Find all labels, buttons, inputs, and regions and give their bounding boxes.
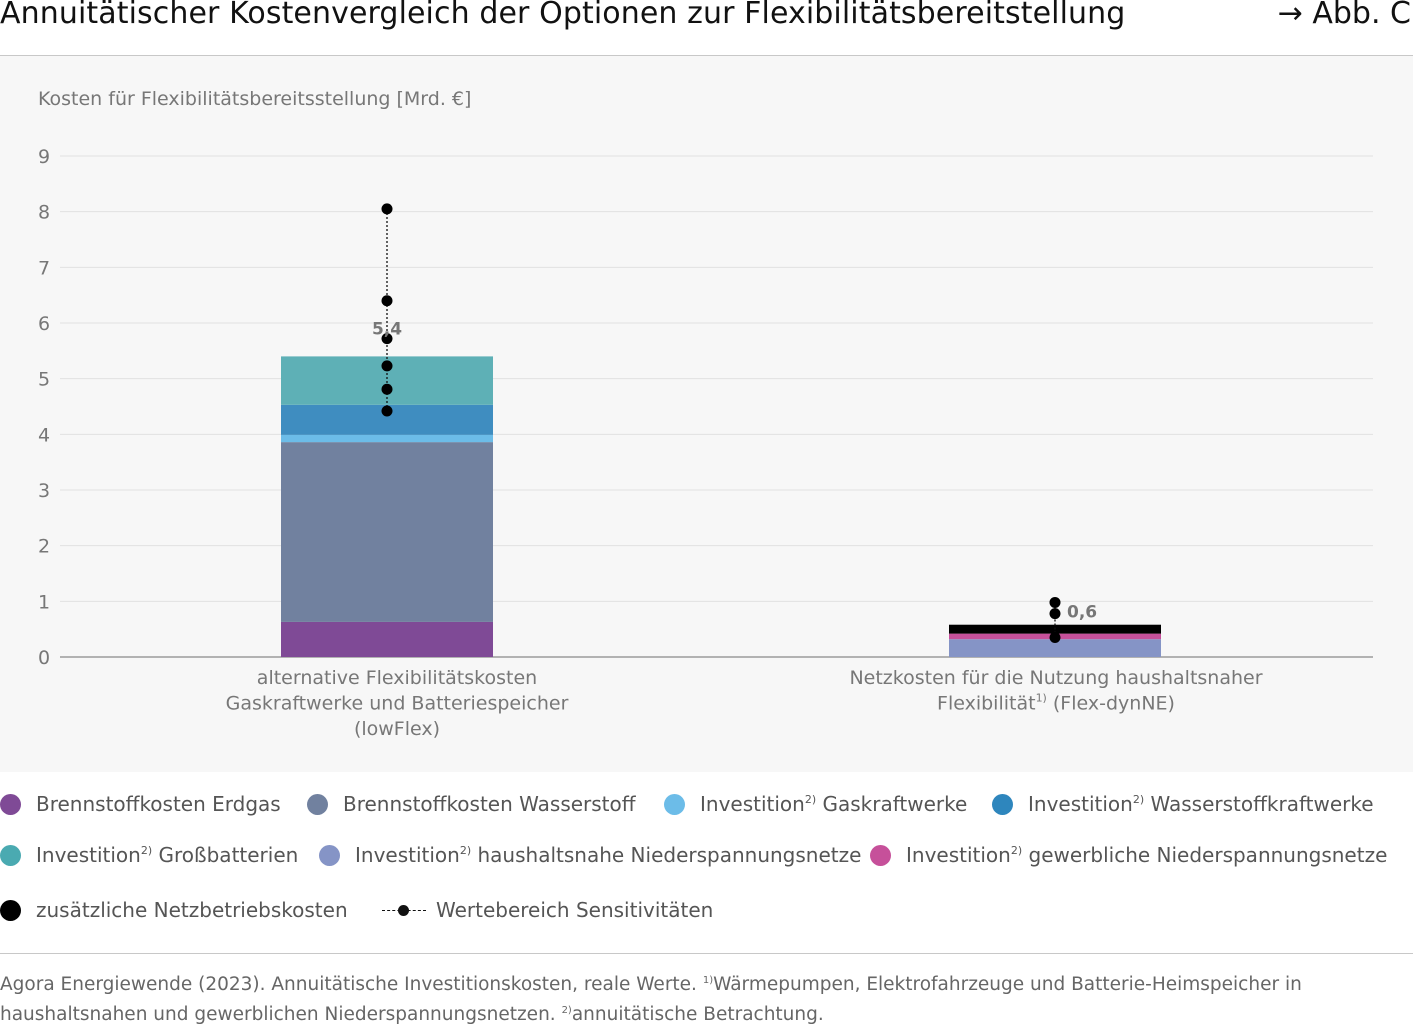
category-labels: alternative Flexibilitätskosten Gaskraftw…: [226, 667, 1263, 740]
y-tick-labels: 0 1 2 3 4 5 6 7 8 9: [38, 146, 50, 669]
bar-segment: [949, 639, 1161, 657]
chart-title: Annuitätischer Kostenvergleich der Optio…: [0, 0, 1126, 31]
legend-label: Investition2) Großbatterien: [36, 843, 299, 867]
sensitivity-ranges: [381, 203, 1061, 644]
sensitivity-point: [381, 383, 393, 395]
y-tick-label: 9: [38, 146, 50, 168]
y-axis-label: Kosten für Flexibilitätsbereitsstellung …: [38, 88, 471, 110]
footnote-1-text: Wärmepumpen, Elektrofahrzeuge und Batter…: [0, 974, 1302, 1025]
bars: [281, 356, 1161, 657]
total-labels: 5,4 0,6: [372, 320, 1097, 623]
sensitivity-point: [381, 405, 393, 417]
legend-swatch: [870, 844, 891, 866]
legend-item-sensitivity: Wertebereich Sensitivitäten: [382, 898, 713, 922]
legend-item: Investition2) Großbatterien: [0, 843, 298, 867]
legend-label: Investition2) Gaskraftwerke: [700, 792, 968, 816]
legend-swatch: [0, 793, 21, 815]
legend-label: Brennstoffkosten Erdgas: [36, 792, 281, 816]
y-tick-label: 7: [38, 257, 50, 279]
sensitivity-point: [381, 360, 393, 372]
legend-swatch: [0, 899, 21, 921]
total-value-label: 0,6: [1067, 603, 1097, 623]
sensitivity-point: [1049, 596, 1061, 608]
source-footnote: Agora Energiewende (2023). Annuitätische…: [0, 968, 1400, 1028]
legend-swatch: [319, 844, 340, 866]
legend-item: Brennstoffkosten Erdgas: [0, 792, 281, 816]
legend-label: Wertebereich Sensitivitäten: [436, 898, 714, 922]
sensitivity-point: [381, 333, 393, 345]
footnote-marker-1: 1): [702, 975, 714, 986]
legend-label: Investition2) gewerbliche Niederspannung…: [906, 843, 1388, 867]
legend-label: Investition2) Wasserstoffkraftwerke: [1028, 792, 1374, 816]
bar-segment: [281, 434, 493, 443]
y-tick-label: 2: [38, 536, 50, 558]
plot-background: [0, 56, 1413, 772]
gridlines: [60, 155, 1373, 658]
legend-item: Investition2) Gaskraftwerke: [664, 792, 967, 816]
y-tick-label: 4: [38, 424, 50, 446]
bar-segment: [281, 621, 493, 657]
total-value-label: 5,4: [372, 320, 402, 340]
figure-reference-link[interactable]: → Abb. C: [1277, 0, 1411, 31]
footnote-marker-2: 2): [561, 1005, 572, 1016]
footnote-2-text: annuitätische Betrachtung.: [571, 1004, 824, 1025]
legend: Brennstoffkosten Erdgas Brennstoffkosten …: [0, 790, 1413, 940]
footnote-source: Agora Energiewende (2023). Annuitätische…: [0, 974, 703, 995]
stacked-bar-chart: Kosten für Flexibilitätsbereitsstellung …: [38, 88, 1373, 740]
legend-label: Investition2) haushaltsnahe Niederspannu…: [355, 843, 862, 867]
y-tick-label: 1: [38, 591, 50, 613]
legend-label: Brennstoffkosten Wasserstoff: [343, 792, 636, 816]
category-label-line: Gaskraftwerke und Batteriespeicher: [226, 693, 569, 715]
legend-item: Investition2) gewerbliche Niederspannung…: [870, 843, 1387, 867]
sensitivity-point: [1049, 632, 1061, 644]
category-label-line: alternative Flexibilitätskosten: [257, 667, 537, 689]
sensitivity-point: [381, 203, 393, 215]
y-tick-label: 5: [38, 369, 50, 391]
legend-swatch: [664, 793, 685, 815]
legend-swatch: [0, 844, 21, 866]
y-tick-label: 0: [38, 647, 50, 669]
legend-item: Brennstoffkosten Wasserstoff: [307, 792, 636, 816]
legend-label: zusätzliche Netzbetriebskosten: [36, 898, 348, 922]
sensitivity-point: [1049, 608, 1061, 620]
category-label-line: (lowFlex): [354, 718, 440, 740]
category-label-line: Netzkosten für die Nutzung haushaltsnahe…: [849, 667, 1262, 689]
y-tick-label: 8: [38, 202, 50, 224]
header: Annuitätischer Kostenvergleich der Optio…: [0, 0, 1413, 56]
legend-item: zusätzliche Netzbetriebskosten: [0, 898, 348, 922]
y-tick-label: 6: [38, 313, 50, 335]
footer-divider: [0, 953, 1413, 954]
legend-swatch: [992, 793, 1013, 815]
y-tick-label: 3: [38, 480, 50, 502]
legend-item: Investition2) Wasserstoffkraftwerke: [992, 792, 1374, 816]
sensitivity-point: [381, 295, 393, 307]
legend-swatch: [307, 793, 328, 815]
legend-sensitivity-symbol: [382, 900, 426, 921]
category-label-line: Flexibilität1) (Flex-dynNE): [937, 692, 1175, 715]
bar-segment: [281, 442, 493, 622]
legend-item: Investition2) haushaltsnahe Niederspannu…: [319, 843, 861, 867]
